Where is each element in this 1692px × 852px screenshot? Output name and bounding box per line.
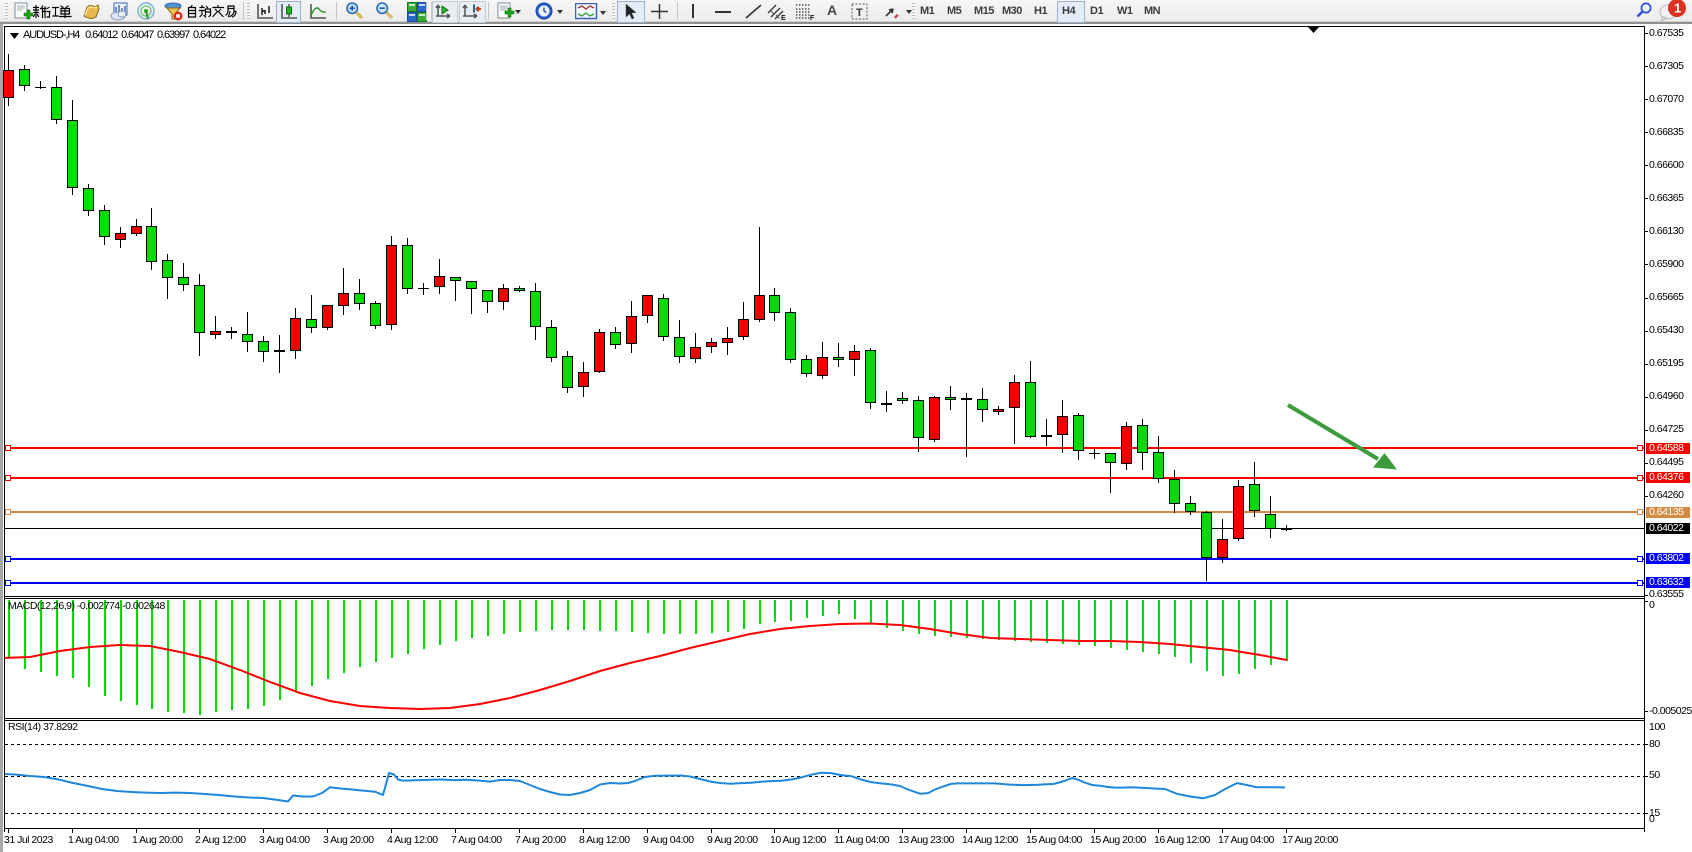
svg-text:E: E (781, 15, 786, 21)
svg-text:T: T (856, 7, 863, 19)
svg-text:1: 1 (1674, 1, 1681, 16)
svg-text:F: F (810, 15, 815, 21)
